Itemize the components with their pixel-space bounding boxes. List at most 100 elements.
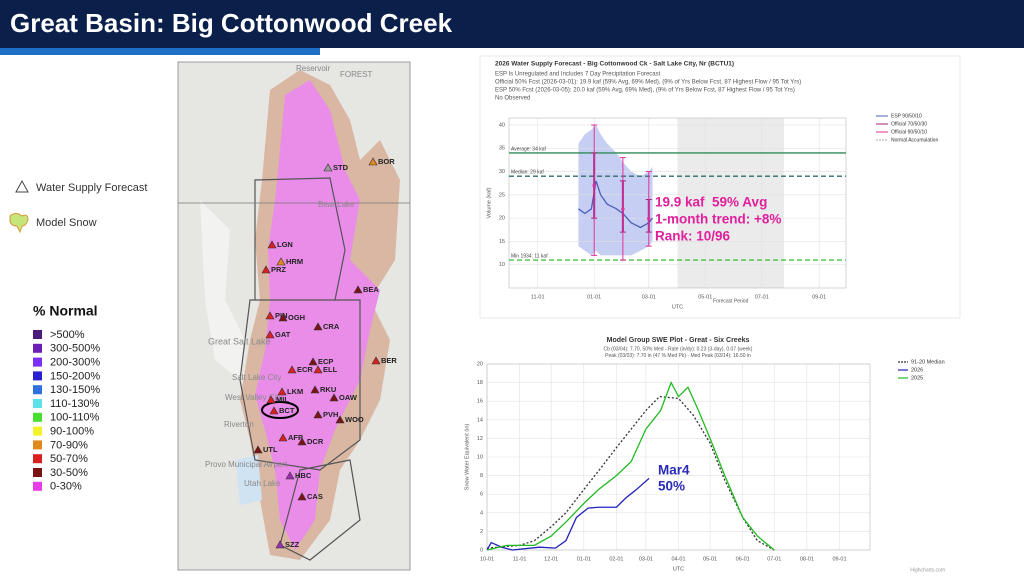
station-marker — [310, 385, 320, 394]
y-tick-label: 4 — [480, 510, 483, 516]
x-tick-label: 08-01 — [800, 556, 814, 562]
reference-label: Average: 34 kaf — [511, 146, 547, 152]
lake — [200, 200, 245, 380]
station-label: CRA — [323, 322, 340, 331]
station-label: CAS — [307, 492, 323, 501]
legend-swatch — [33, 330, 42, 339]
series-line — [578, 180, 654, 229]
place-label: Riverton — [224, 420, 254, 429]
y-tick-label: 18 — [477, 380, 483, 386]
station-marker — [353, 285, 363, 294]
legend-label: 110-130% — [50, 398, 100, 410]
chart-subtitle: ESP Is Unregulated and Includes 7 Day Pr… — [495, 72, 661, 78]
legend-swatch — [33, 343, 42, 353]
y-tick-label: 0 — [480, 547, 483, 553]
station-label: OGH — [288, 313, 305, 322]
legend-label: Normal Accumulation — [891, 137, 938, 143]
y-axis-label: Volume (kaf) — [486, 187, 492, 218]
legend-swatch — [33, 371, 42, 381]
legend-label: 130-150% — [50, 384, 100, 396]
x-tick-label: 03-01 — [639, 556, 653, 562]
x-axis-label: UTC — [672, 304, 683, 310]
place-label: Bear Lake — [318, 200, 355, 209]
x-tick-label: 11-01 — [531, 294, 545, 300]
station-label: LGN — [277, 240, 293, 249]
station-marker — [313, 365, 323, 374]
legend-label: ESP 90/50/10 — [891, 113, 922, 119]
forecast-period-label: Forecast Period — [713, 298, 749, 304]
x-tick-label: 02-01 — [609, 556, 623, 562]
annotation: 19.9 kaf 59% Avg — [655, 195, 767, 210]
annotation: Rank: 10/96 — [655, 229, 731, 244]
legend-label: 50-70% — [50, 453, 88, 465]
station-marker — [285, 471, 295, 480]
place-label: Great Salt Lake — [208, 336, 271, 346]
chart-subtitle: Peak (03/03): 7.70 in (47 % Med Pk) - Me… — [605, 353, 751, 359]
y-tick-label: 6 — [480, 492, 483, 498]
x-axis-label: UTC — [673, 566, 684, 572]
station-label: BEA — [363, 285, 379, 294]
snow-area — [255, 80, 380, 550]
legend-swatch — [33, 440, 42, 450]
header-bar — [0, 0, 1024, 48]
place-label: Provo Municipal Airport — [205, 460, 288, 469]
plot-frame — [486, 363, 871, 551]
station-marker — [335, 415, 345, 424]
y-tick-label: 20 — [477, 361, 483, 367]
bct-highlight — [261, 401, 299, 419]
station-label: MIL — [276, 395, 289, 404]
station-label: UTL — [263, 445, 278, 454]
station-label: BOR — [378, 157, 395, 166]
legend-label: 100-110% — [50, 412, 100, 424]
legend-label: 70-90% — [50, 439, 88, 451]
station-label: PVH — [323, 410, 338, 419]
chart-frame — [479, 55, 961, 319]
chart-subtitle: Cb (03/04): 7.70, 50% Med - Rate (in/dy)… — [604, 346, 753, 352]
x-tick-label: 05-01 — [698, 294, 712, 300]
x-tick-label: 10-01 — [480, 556, 494, 562]
station-label: HRM — [286, 257, 303, 266]
legend-swatch — [33, 357, 42, 367]
station-label: BER — [381, 356, 397, 365]
legend-swatch — [33, 385, 42, 395]
station-label: GAT — [275, 330, 291, 339]
legend-normal-title: % Normal — [33, 303, 98, 319]
legend-swatch — [33, 412, 42, 422]
station-label: DCR — [307, 437, 324, 446]
station-label: OAW — [339, 393, 358, 402]
legend-swatch — [33, 399, 42, 408]
legend-label: 91-20 Median — [911, 359, 945, 365]
station-label: PIN — [275, 311, 288, 320]
x-tick-label: 12-01 — [544, 556, 558, 562]
legend-label: >500% — [50, 329, 85, 341]
station-marker — [368, 157, 378, 166]
station-marker — [287, 365, 297, 374]
legend-label: 2025 — [911, 375, 923, 381]
annotation: 50% — [658, 479, 685, 494]
y-tick-label: 12 — [477, 436, 483, 442]
chart-title: Model Group SWE Plot - Great - Six Creek… — [607, 337, 750, 344]
legend-label: 90-100% — [50, 426, 94, 438]
x-tick-label: 01-01 — [577, 556, 591, 562]
official-median — [647, 217, 651, 221]
y-tick-label: 8 — [480, 473, 483, 479]
legend-label: Official 70/50/30 — [891, 121, 927, 127]
legend-swatch — [33, 468, 42, 477]
place-label: Utah Lake — [244, 479, 281, 488]
station-label: WOO — [345, 415, 364, 424]
station-label: PRZ — [271, 265, 286, 274]
header-underline — [0, 48, 320, 55]
chart-subtitle: No Observed — [495, 96, 530, 102]
legend-label: 150-200% — [50, 370, 100, 382]
station-marker — [253, 445, 263, 454]
place-label: Reservoir — [296, 64, 331, 73]
station-marker — [275, 540, 285, 549]
basin-outline — [239, 177, 361, 561]
y-tick-label: 10 — [477, 454, 483, 460]
legend-label: 300-500% — [50, 343, 100, 355]
chart-title: 2026 Water Supply Forecast - Big Cottonw… — [495, 61, 734, 68]
x-tick-label: 09-01 — [812, 294, 826, 300]
legend-label: 0-30% — [50, 481, 82, 493]
station-marker — [278, 313, 288, 322]
